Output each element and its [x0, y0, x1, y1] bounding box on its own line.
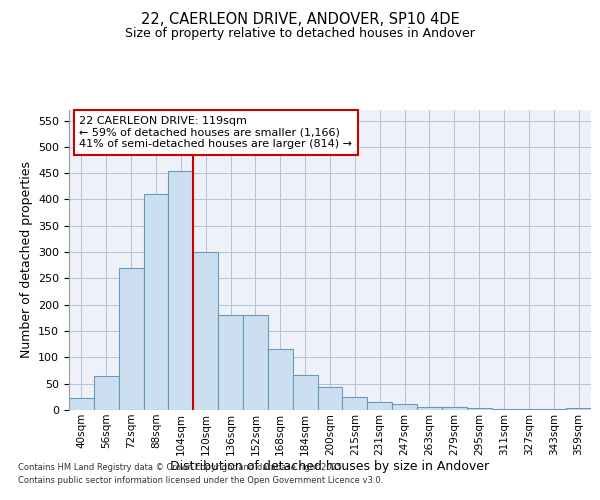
Bar [317, 388, 343, 410]
Bar [69, 398, 94, 410]
Bar [566, 408, 591, 410]
Text: Size of property relative to detached houses in Andover: Size of property relative to detached ho… [125, 28, 475, 40]
Bar [143, 194, 169, 410]
Bar [343, 397, 367, 410]
Bar [417, 408, 442, 410]
Bar [169, 170, 193, 410]
Bar [193, 252, 218, 410]
Text: 22, CAERLEON DRIVE, ANDOVER, SP10 4DE: 22, CAERLEON DRIVE, ANDOVER, SP10 4DE [140, 12, 460, 28]
Bar [119, 268, 143, 410]
Bar [218, 316, 243, 410]
Bar [467, 408, 491, 410]
Bar [94, 376, 119, 410]
Y-axis label: Number of detached properties: Number of detached properties [20, 162, 32, 358]
Text: Contains HM Land Registry data © Crown copyright and database right 2025.: Contains HM Land Registry data © Crown c… [18, 464, 344, 472]
X-axis label: Distribution of detached houses by size in Andover: Distribution of detached houses by size … [170, 460, 490, 473]
Text: Contains public sector information licensed under the Open Government Licence v3: Contains public sector information licen… [18, 476, 383, 485]
Bar [442, 408, 467, 410]
Bar [268, 350, 293, 410]
Bar [293, 374, 317, 410]
Bar [392, 404, 417, 410]
Bar [243, 316, 268, 410]
Bar [367, 402, 392, 410]
Text: 22 CAERLEON DRIVE: 119sqm
← 59% of detached houses are smaller (1,166)
41% of se: 22 CAERLEON DRIVE: 119sqm ← 59% of detac… [79, 116, 352, 149]
